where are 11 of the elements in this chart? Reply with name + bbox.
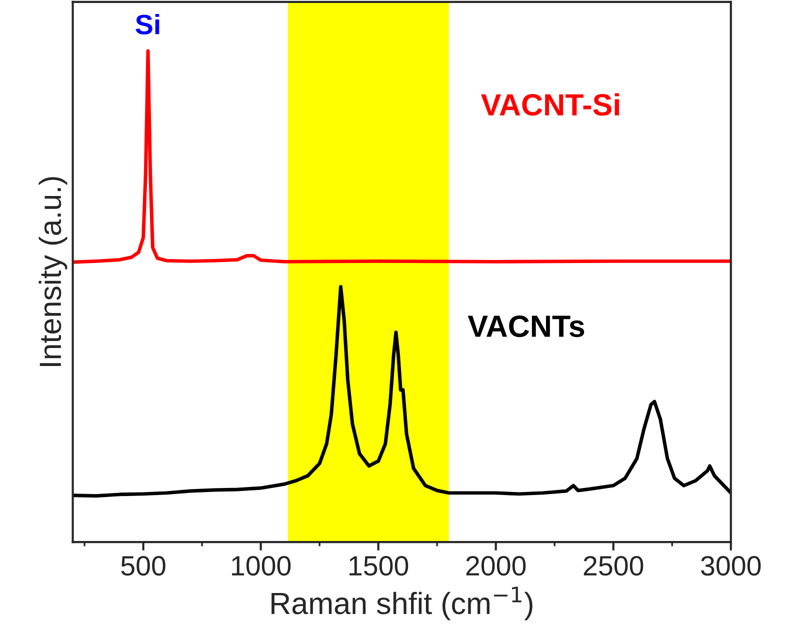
x-tick-label: 2500 bbox=[584, 556, 644, 576]
x-tick-label: 2000 bbox=[466, 556, 526, 576]
x-axis-title: Raman shfit (cm$^{−1}$) bbox=[272, 586, 532, 620]
x-tick-label: 1000 bbox=[232, 556, 291, 576]
x-tick-label: 3000 bbox=[701, 556, 761, 576]
text: VACNT-Si bbox=[481, 93, 619, 116]
annotation: Si bbox=[136, 14, 160, 34]
text: VACNTs bbox=[468, 315, 584, 338]
x-tick-label: 500 bbox=[121, 556, 166, 576]
y-axis-title: Intensity (a.u.) bbox=[38, 177, 68, 366]
x-tick-label: 1500 bbox=[350, 556, 408, 576]
